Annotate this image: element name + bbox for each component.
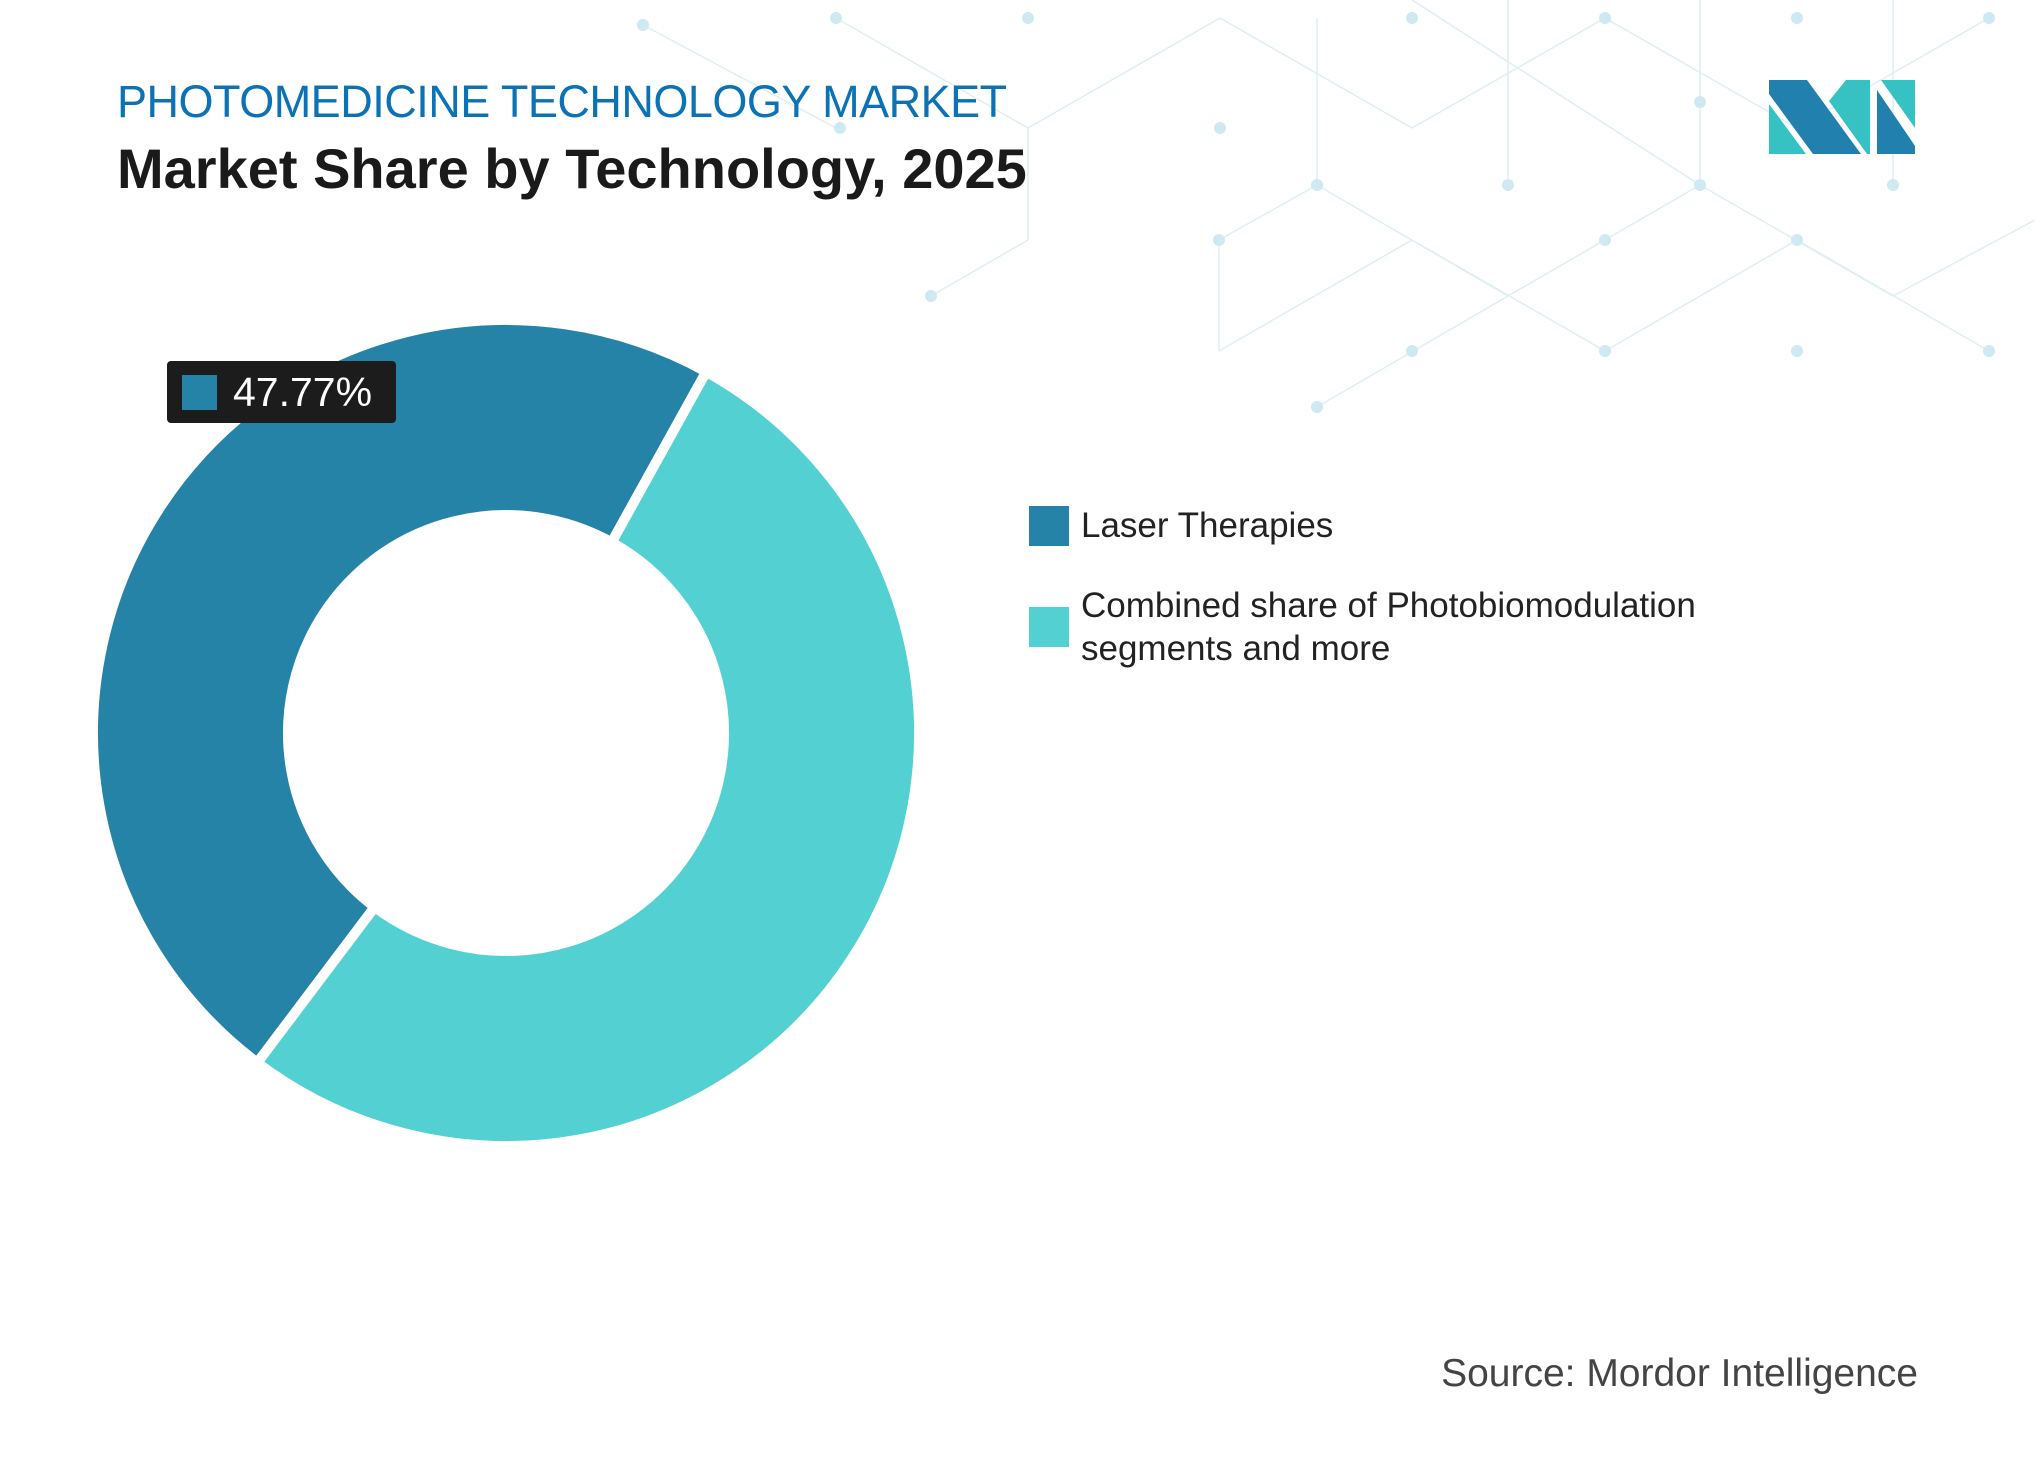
- legend-swatch: [1029, 505, 1069, 546]
- pattern-dot: [1694, 179, 1706, 191]
- pattern-dot: [1791, 12, 1803, 24]
- pattern-dot: [1406, 345, 1418, 357]
- pattern-dot: [1791, 234, 1803, 246]
- mordor-intelligence-logo: [1769, 80, 1915, 154]
- chart-kicker: PHOTOMEDICINE TECHNOLOGY MARKET: [117, 76, 1007, 127]
- pattern-dot: [1983, 12, 1995, 24]
- pattern-dot: [1599, 12, 1611, 24]
- pattern-dot: [830, 12, 842, 24]
- pattern-line: [1027, 17, 1221, 129]
- pattern-dot: [1022, 12, 1034, 24]
- pattern-line: [1219, 17, 1413, 129]
- pattern-dot: [1214, 122, 1226, 134]
- pattern-dot: [1694, 96, 1706, 108]
- pattern-dot: [1502, 179, 1514, 191]
- pattern-dot: [1791, 345, 1803, 357]
- pattern-line: [1796, 239, 1990, 352]
- legend-swatch: [1029, 607, 1069, 647]
- legend-item-other: Combined share of Photobiomodulation seg…: [1029, 584, 1721, 670]
- pattern-dot: [925, 290, 937, 302]
- pattern-dot: [834, 122, 846, 134]
- pattern-dot: [1599, 234, 1611, 246]
- legend-label: Laser Therapies: [1081, 506, 1334, 545]
- pattern-dot: [1213, 234, 1225, 246]
- legend-label: Combined share of Photobiomodulation seg…: [1081, 586, 1696, 668]
- pattern-dot: [1599, 345, 1611, 357]
- pattern-line: [642, 24, 837, 129]
- pattern-dot: [1887, 179, 1899, 191]
- pattern-line: [1604, 17, 1798, 129]
- badge-value: 47.77%: [233, 368, 373, 415]
- data-label-laser: 47.77%: [167, 361, 396, 423]
- chart-title: Market Share by Technology, 2025: [117, 137, 1027, 200]
- donut-slice-other: [250, 364, 924, 1152]
- pattern-dot: [1983, 345, 1995, 357]
- pattern-line: [835, 17, 1029, 129]
- pattern-dot: [1311, 401, 1323, 413]
- pattern-line: [1218, 239, 1413, 352]
- pattern-line: [930, 239, 1029, 297]
- source-note: Source: Mordor Intelligence: [1441, 1352, 1918, 1395]
- pattern-dot: [1311, 179, 1323, 191]
- pattern-dot: [637, 19, 649, 31]
- pattern-line: [1892, 219, 2035, 297]
- donut-chart: [88, 315, 924, 1152]
- pattern-dot: [1406, 12, 1418, 24]
- pattern-line: [1411, 239, 1606, 352]
- badge-swatch: [182, 374, 217, 410]
- legend-item-laser: Laser Therapies: [1029, 504, 1761, 547]
- pattern-line: [1218, 184, 1318, 241]
- pattern-line: [1411, 0, 1701, 186]
- donut-slice-laser: [88, 315, 714, 1070]
- pattern-line: [1604, 239, 1798, 352]
